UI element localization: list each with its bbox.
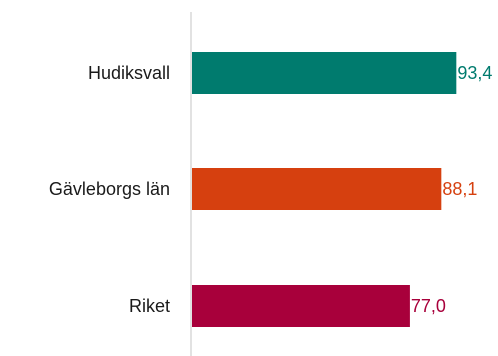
value-labels-layer: 93,4 88,1 77,0 <box>411 63 492 316</box>
category-label-1: Gävleborgs län <box>49 179 170 199</box>
category-label-0: Hudiksvall <box>88 63 170 83</box>
category-labels-layer: Hudiksvall Gävleborgs län Riket <box>49 63 170 316</box>
value-label-1: 88,1 <box>442 179 477 199</box>
value-label-0: 93,4 <box>457 63 492 83</box>
category-label-2: Riket <box>129 296 170 316</box>
bar-1 <box>192 168 442 210</box>
bars-layer <box>192 52 457 327</box>
bar-0 <box>192 52 457 94</box>
value-label-2: 77,0 <box>411 296 446 316</box>
bar-2 <box>192 285 410 327</box>
